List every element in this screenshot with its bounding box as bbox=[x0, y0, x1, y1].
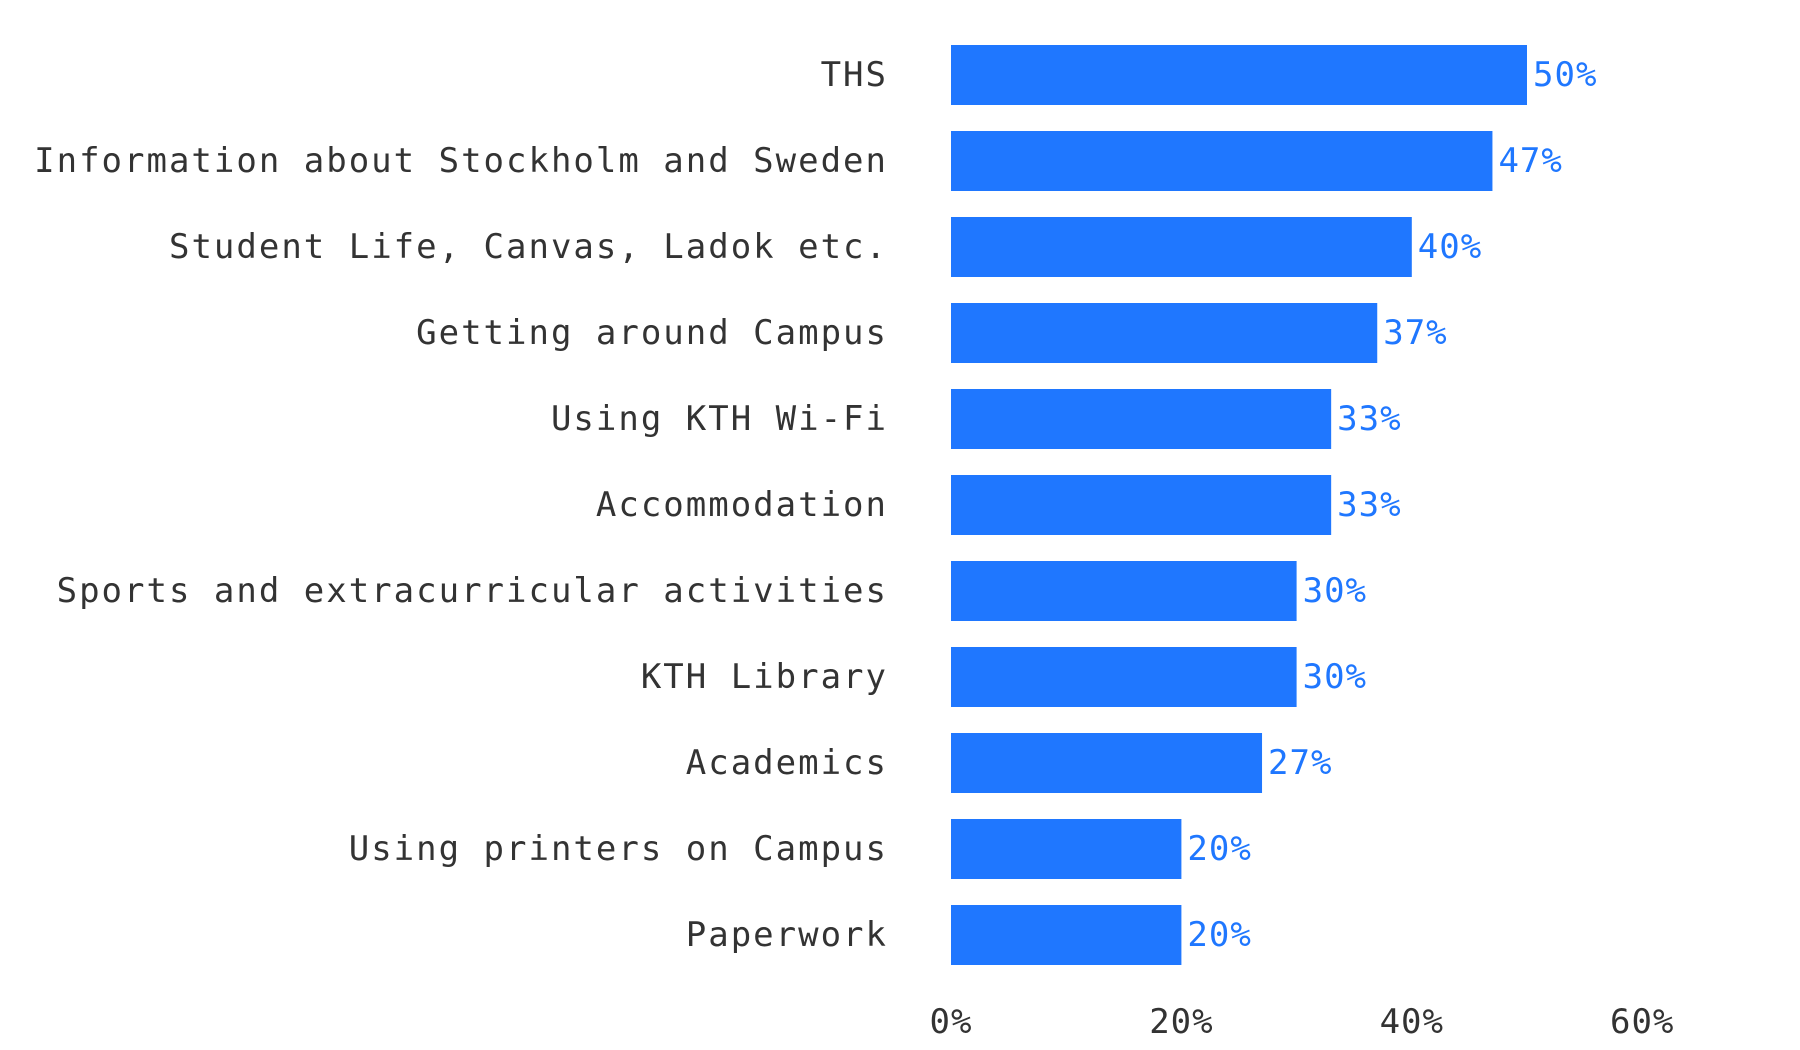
value-label: 20% bbox=[1187, 829, 1251, 869]
category-label: Information about Stockholm and Sweden bbox=[34, 141, 888, 181]
value-labels: 50% 47% 40% 37% 33% 33% 30% 30% 27% 20% 20% bbox=[1187, 55, 1597, 955]
value-label: 47% bbox=[1498, 141, 1562, 181]
bar-sports-and-extracurricular-activities bbox=[951, 561, 1297, 621]
category-label: THS bbox=[821, 55, 888, 95]
x-tick-label: 40% bbox=[1380, 1002, 1444, 1042]
x-tick-label: 0% bbox=[930, 1002, 973, 1042]
x-tick-label: 60% bbox=[1610, 1002, 1674, 1042]
value-label: 20% bbox=[1187, 915, 1251, 955]
bar-using-printers-on-campus bbox=[951, 819, 1182, 879]
value-label: 33% bbox=[1337, 485, 1401, 525]
bar-student-life-canvas-ladok-etc bbox=[951, 217, 1412, 277]
x-tick-label: 20% bbox=[1149, 1002, 1213, 1042]
bar-academics bbox=[951, 733, 1263, 793]
value-label: 27% bbox=[1268, 743, 1332, 783]
bar-ths bbox=[951, 45, 1527, 105]
bar-accommodation bbox=[951, 475, 1332, 535]
bar-kth-library bbox=[951, 647, 1297, 707]
value-label: 30% bbox=[1303, 657, 1367, 697]
category-label: Student Life, Canvas, Ladok etc. bbox=[169, 227, 888, 267]
bar-getting-around-campus bbox=[951, 303, 1378, 363]
category-label: Getting around Campus bbox=[416, 313, 888, 353]
category-label: Sports and extracurricular activities bbox=[57, 571, 888, 611]
value-label: 37% bbox=[1383, 313, 1447, 353]
bars-layer bbox=[951, 45, 1527, 965]
value-label: 40% bbox=[1418, 227, 1482, 267]
category-label: Accommodation bbox=[596, 485, 888, 525]
category-label: KTH Library bbox=[641, 657, 888, 697]
category-label: Paperwork bbox=[686, 915, 888, 955]
category-label: Using printers on Campus bbox=[349, 829, 888, 869]
category-label: Using KTH Wi-Fi bbox=[551, 399, 888, 439]
bar-using-kth-wi-fi bbox=[951, 389, 1332, 449]
value-label: 50% bbox=[1533, 55, 1597, 95]
bar-information-about-stockholm-and-sweden bbox=[951, 131, 1493, 191]
value-label: 30% bbox=[1303, 571, 1367, 611]
value-label: 33% bbox=[1337, 399, 1401, 439]
bar-paperwork bbox=[951, 905, 1182, 965]
category-labels: THS Information about Stockholm and Swede… bbox=[34, 55, 888, 955]
x-axis-tick-labels: 0% 20% 40% 60% bbox=[930, 1002, 1674, 1042]
category-label: Academics bbox=[686, 743, 888, 783]
